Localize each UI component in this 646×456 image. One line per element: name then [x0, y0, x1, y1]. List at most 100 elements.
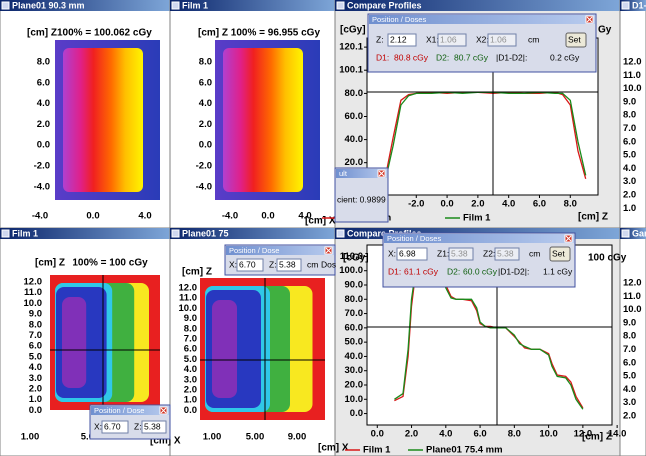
dialog-text: 5.38 — [497, 248, 514, 258]
y-tick-label: 60.0 — [345, 111, 364, 122]
y-tick-label: 0.0 — [184, 405, 197, 416]
dialog-text: X1: — [426, 34, 439, 44]
y-tick-label: 8.0 — [199, 57, 212, 68]
note: 100% = 100 cGy — [72, 258, 148, 269]
title-bar — [0, 228, 170, 239]
window-frame — [619, 0, 646, 229]
result-text: cient: 0.9899 — [337, 194, 386, 204]
y-tick-label: 7.0 — [623, 123, 636, 134]
window-title: Gam — [632, 228, 646, 238]
dialog-text: Z: — [376, 34, 384, 44]
x-tick-label: 4.0 — [298, 211, 311, 222]
axis-label: Gy — [598, 25, 612, 36]
y-tick-label: 11.0 — [24, 287, 42, 298]
y-tick-label: 6.0 — [37, 77, 50, 88]
y-tick-label: 20.0 — [345, 380, 364, 391]
dialog-text: 2.12 — [390, 34, 407, 44]
header: [cm] Z — [182, 267, 212, 278]
y-tick-label: 20.0 — [345, 157, 364, 168]
input-box — [494, 247, 520, 261]
y-tick-label: 11.0 — [623, 291, 641, 302]
y-tick-label: 10.0 — [345, 394, 364, 405]
y-tick-label: 7.0 — [184, 334, 197, 345]
y-tick-label: 1.0 — [623, 203, 636, 214]
dialog-title-bar — [369, 15, 595, 24]
y-tick-label: 2.0 — [199, 119, 212, 130]
header: [cm] Z100% = 100.062 cGy — [27, 28, 152, 39]
y-tick-label: 6.0 — [623, 136, 636, 147]
dialog-text: 5.38 — [279, 259, 296, 269]
close-icon — [160, 407, 167, 414]
y-tick-label: -4.0 — [34, 181, 50, 192]
axis-label: [cm] Z — [582, 432, 612, 443]
window-title: Compare Profiles — [347, 0, 422, 10]
dialog-text: |D1-D2|: — [496, 52, 527, 62]
y-tick-label: 10.0 — [623, 83, 642, 94]
y-tick-label: 5.0 — [184, 354, 197, 365]
y-tick-label: 60.0 — [345, 322, 364, 333]
x-tick-label: 5.00 — [246, 432, 265, 443]
dialog-text: Z: — [269, 259, 277, 269]
dialog-text: D1: — [376, 52, 389, 62]
dialog-text: Z2: — [483, 248, 495, 258]
y-tick-label: 3.0 — [29, 373, 42, 384]
y-tick-label: 6.0 — [184, 344, 197, 355]
y-tick-label: 6.0 — [29, 341, 42, 352]
y-tick-label: 9.0 — [623, 96, 636, 107]
close-icon — [565, 235, 572, 242]
dialog-text: 61.1 cGy — [404, 266, 439, 276]
y-tick-label: 4.0 — [623, 384, 636, 395]
dialog-title: Position / Doses — [372, 15, 426, 24]
x-tick-label: 1.00 — [21, 432, 40, 443]
y-tick-label: 90.0 — [345, 280, 364, 291]
y-tick-label: 5.0 — [623, 371, 636, 382]
y-tick-label: 40.0 — [345, 351, 364, 362]
input-box — [387, 33, 417, 47]
x-tick-label: 8.0 — [564, 199, 577, 210]
y-tick-label: 0.0 — [199, 140, 212, 151]
axis-label: [cm] X — [150, 436, 181, 447]
window-icon — [171, 1, 180, 10]
x-tick-label: 0.0 — [86, 211, 99, 222]
y-tick-label: 11.0 — [623, 70, 641, 81]
window-title: Film 1 — [182, 0, 208, 10]
input-box — [396, 247, 428, 261]
button — [549, 246, 571, 262]
close-icon — [586, 16, 593, 23]
dialog-text: 0.2 cGy — [550, 52, 580, 62]
x-tick-label: 4.0 — [138, 211, 151, 222]
window-title: Plane01 75 — [182, 228, 229, 238]
input-box — [448, 247, 474, 261]
y-tick-label: 4.0 — [29, 362, 42, 373]
x-tick-label: -2.0 — [408, 199, 424, 210]
dialog-text: cm — [528, 34, 539, 44]
window-icon — [336, 229, 345, 238]
input-box — [487, 33, 517, 47]
input-box — [276, 258, 302, 272]
y-tick-label: -4.0 — [196, 181, 212, 192]
y-tick-label: 12.0 — [623, 57, 642, 68]
y-tick-label: 3.0 — [184, 374, 197, 385]
y-tick-label: -2.0 — [34, 161, 50, 172]
y-tick-label: 40.0 — [345, 134, 364, 145]
y-tick-label: 8.0 — [29, 319, 42, 330]
dialog-text: 6.98 — [399, 248, 416, 258]
y-tick-label: 1.0 — [29, 394, 42, 405]
axis-label: [cm] Z — [578, 212, 608, 223]
axis-label: [cGy] — [343, 253, 369, 264]
dialog-text: 5.38 — [451, 248, 468, 258]
dialog-text: 1.06 — [440, 34, 457, 44]
dialog-text: 6.70 — [104, 421, 121, 431]
dialog-title: ult — [339, 169, 348, 178]
y-tick-label: 2.0 — [29, 384, 42, 395]
button-label: Set — [568, 34, 581, 44]
x-tick-label: 12.0 — [574, 429, 593, 440]
button-label: Set — [552, 248, 565, 258]
dialog-text: D2: — [436, 52, 449, 62]
title-bar — [0, 0, 170, 11]
y-tick-label: 7.0 — [29, 330, 42, 341]
dialog-text: Z: — [134, 421, 142, 431]
dialog-title-bar — [91, 406, 169, 415]
dialog-title: Position / Dose — [94, 406, 144, 415]
